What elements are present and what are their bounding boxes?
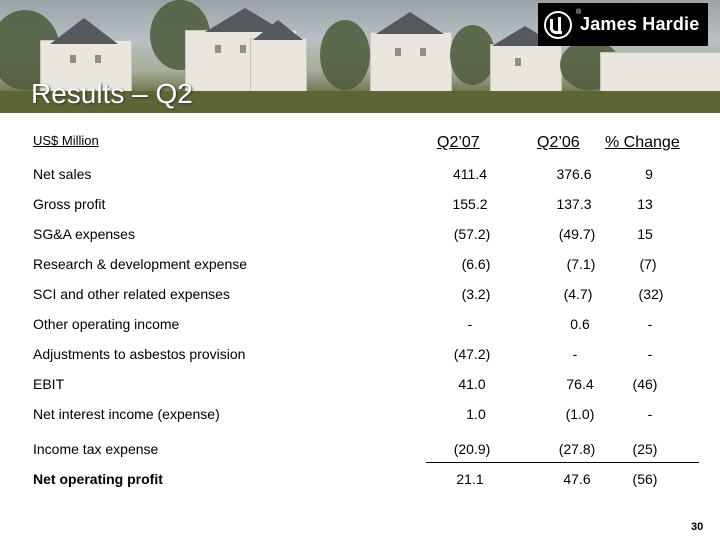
cell-percent-change: (7) bbox=[639, 256, 657, 272]
row-label: Net sales bbox=[33, 166, 92, 182]
house-shape bbox=[370, 32, 452, 94]
cell-q2-06: (27.8) bbox=[558, 441, 596, 457]
page-number: 30 bbox=[691, 521, 704, 533]
row-label: Gross profit bbox=[33, 196, 106, 212]
cell-q2-07: 155.2 bbox=[452, 196, 488, 212]
house-shape bbox=[490, 44, 562, 94]
cell-q2-06: 137.3 bbox=[556, 196, 592, 212]
house-shape bbox=[250, 38, 307, 95]
house-shape bbox=[600, 52, 720, 94]
cell-q2-06: 376.6 bbox=[556, 166, 592, 182]
cell-percent-change: 15 bbox=[637, 226, 653, 242]
cell-q2-06: (49.7) bbox=[558, 226, 596, 242]
row-label: Net interest income (expense) bbox=[33, 406, 220, 422]
slide-title: Results – Q2 bbox=[31, 78, 193, 109]
tree-shape bbox=[320, 20, 370, 90]
row-label: Research & development expense bbox=[33, 256, 248, 272]
row-label: SCI and other related expenses bbox=[33, 286, 230, 302]
cell-percent-change: (32) bbox=[638, 286, 664, 302]
row-label: Income tax expense bbox=[33, 441, 159, 457]
logo-text: James Hardie bbox=[580, 14, 700, 34]
cell-percent-change: 9 bbox=[645, 166, 653, 182]
cell-q2-07: 21.1 bbox=[456, 471, 484, 487]
column-header-q2-06: Q2’06 bbox=[537, 134, 580, 151]
cell-q2-07: 41.0 bbox=[458, 376, 486, 392]
units-label: US$ Million bbox=[33, 133, 99, 148]
row-label: Adjustments to asbestos provision bbox=[33, 346, 246, 362]
cell-q2-07: - bbox=[467, 316, 473, 332]
cell-q2-06: 0.6 bbox=[570, 316, 590, 332]
cell-percent-change: - bbox=[647, 406, 653, 422]
cell-q2-06: 76.4 bbox=[566, 376, 594, 392]
cell-q2-06: (1.0) bbox=[565, 406, 595, 422]
registered-mark: ® bbox=[576, 9, 582, 16]
cell-q2-07: 1.0 bbox=[466, 406, 486, 422]
cell-percent-change: - bbox=[647, 316, 653, 332]
cell-q2-07: (6.6) bbox=[461, 256, 491, 272]
row-label: Net operating profit bbox=[33, 471, 163, 487]
cell-percent-change: (25) bbox=[632, 441, 658, 457]
cell-percent-change: - bbox=[647, 346, 653, 362]
cell-q2-06: - bbox=[572, 346, 578, 362]
cell-percent-change: 13 bbox=[637, 196, 653, 212]
total-rule-line bbox=[426, 462, 699, 463]
logo-mark-icon bbox=[544, 10, 572, 39]
james-hardie-logo: ® James Hardie bbox=[538, 3, 708, 46]
row-label: SG&A expenses bbox=[33, 226, 135, 242]
cell-q2-06: (7.1) bbox=[566, 256, 596, 272]
cell-percent-change: (56) bbox=[632, 471, 658, 487]
cell-q2-07: (57.2) bbox=[453, 226, 491, 242]
cell-percent-change: (46) bbox=[632, 376, 658, 392]
cell-q2-06: 47.6 bbox=[563, 471, 591, 487]
row-label: Other operating income bbox=[33, 316, 180, 332]
column-header-q2-07: Q2’07 bbox=[437, 134, 480, 151]
tree-shape bbox=[450, 25, 495, 85]
cell-q2-07: (20.9) bbox=[453, 441, 491, 457]
cell-q2-07: (47.2) bbox=[453, 346, 491, 362]
cell-q2-07: (3.2) bbox=[461, 286, 491, 302]
column-header-percent-change: % Change bbox=[605, 134, 680, 151]
cell-q2-06: (4.7) bbox=[563, 286, 593, 302]
cell-q2-07: 411.4 bbox=[453, 166, 487, 182]
row-label: EBIT bbox=[33, 376, 65, 392]
